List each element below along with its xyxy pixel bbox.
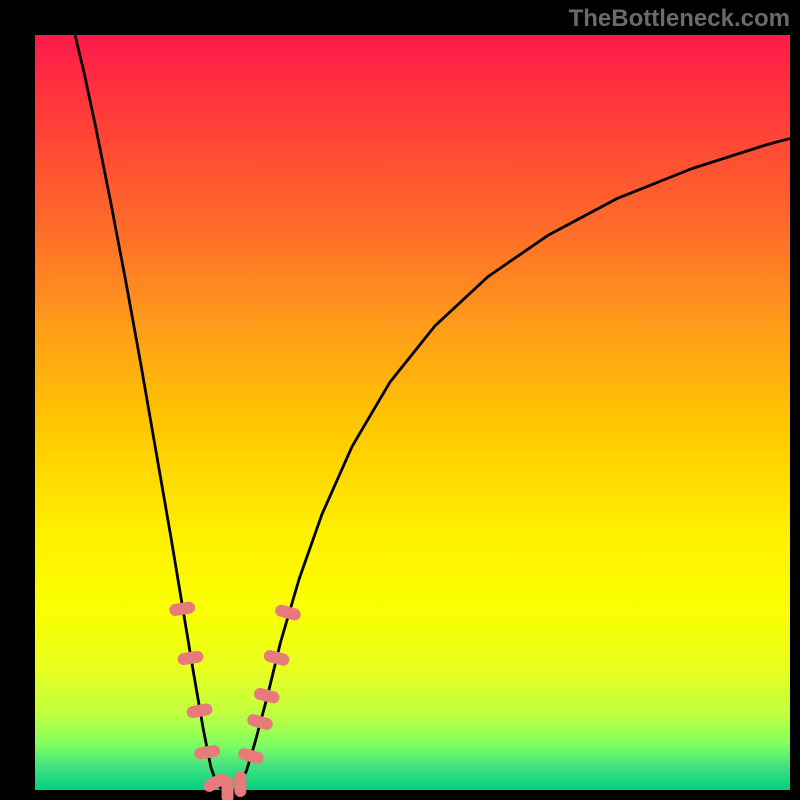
curve-marker <box>222 777 234 800</box>
curve-marker <box>168 601 196 617</box>
curve-marker <box>262 649 290 667</box>
curve-marker <box>186 702 214 719</box>
curve-marker <box>234 771 246 797</box>
curve-marker <box>193 744 221 761</box>
bottleneck-curve <box>75 35 790 790</box>
chart-overlay <box>0 0 800 800</box>
chart-frame: TheBottleneck.com <box>0 0 800 800</box>
curve-marker <box>237 747 265 766</box>
curve-marker <box>177 650 205 666</box>
